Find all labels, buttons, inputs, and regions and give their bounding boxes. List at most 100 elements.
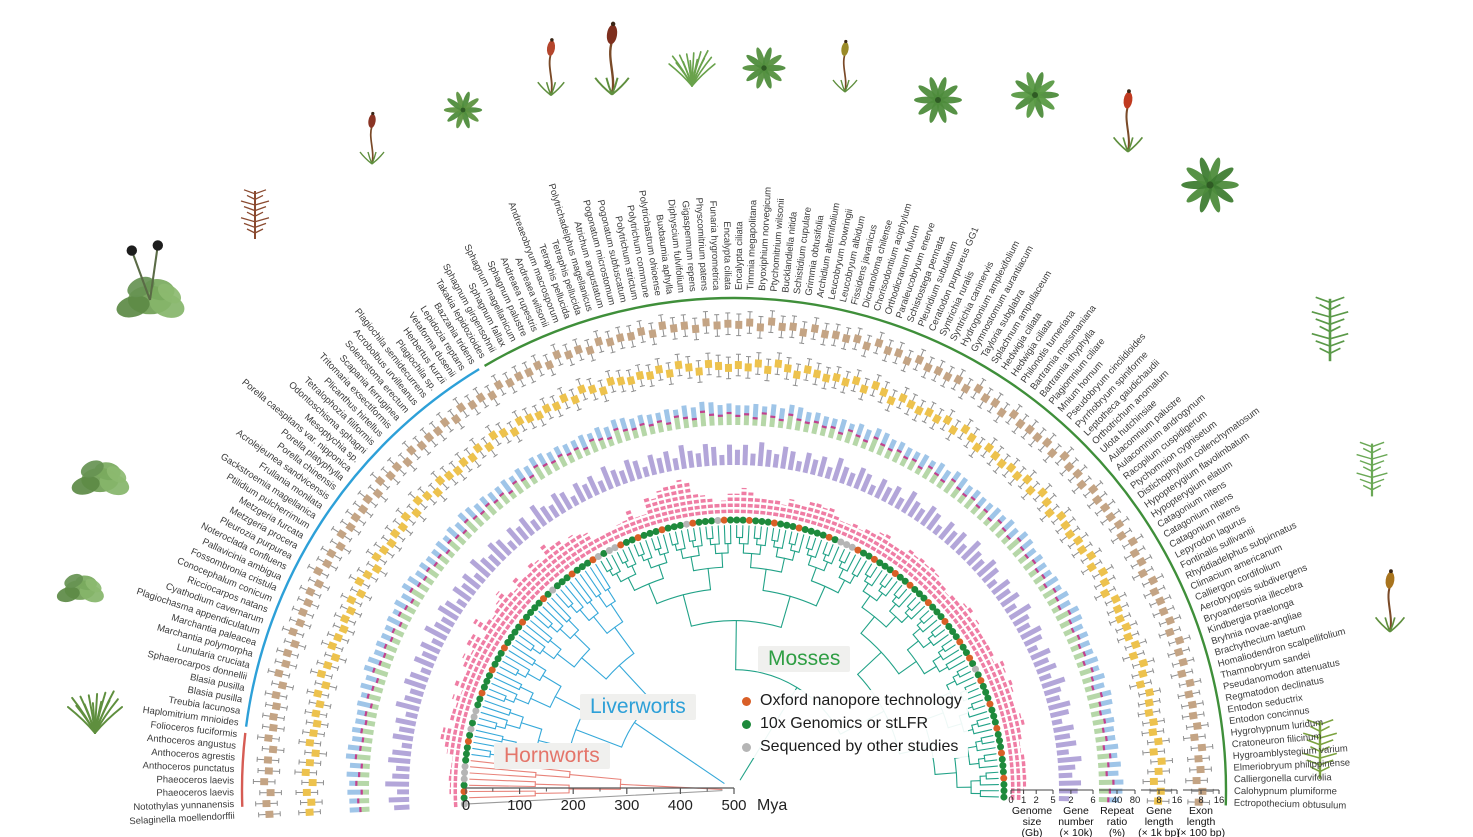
tip-dot: [695, 518, 703, 526]
tip-dot: [472, 707, 480, 715]
ring-box-cap-gene-length: [939, 427, 945, 432]
ring-bar-gene-number: [971, 558, 985, 572]
ring-bar-repeat-ratio-blue: [523, 465, 534, 479]
tree-branch: [534, 792, 570, 795]
ring-box-cap-gene-length: [803, 379, 809, 382]
ring-box-exon-length: [1184, 690, 1194, 699]
ring-box-cap-gene-length: [412, 521, 417, 526]
ring-box-cap-exon-length: [387, 457, 392, 462]
ring-box-cap-gene-length: [921, 420, 927, 424]
ring-box-cap-exon-length: [630, 345, 637, 348]
ring-box-cap-exon-length: [1121, 544, 1126, 550]
ring-box-cap-gene-length: [1076, 525, 1081, 531]
tree-branch: [862, 582, 869, 592]
ring-box-gene-length: [432, 487, 443, 498]
tree-branch: [879, 573, 888, 585]
ring-bar-genome-size: [810, 501, 823, 526]
ring-box-cap-exon-length: [846, 326, 852, 330]
ring-box-cap-exon-length: [912, 368, 918, 372]
ring-bar-genome-size: [507, 591, 527, 610]
ring-bar-repeat-ratio-blue: [1020, 538, 1034, 551]
tree-branch: [509, 712, 524, 718]
ring-box-cap-exon-length: [374, 503, 379, 509]
ring-box-cap-exon-length: [1202, 700, 1204, 706]
ring-bar-gene-number: [550, 492, 567, 515]
ring-bar-repeat-ratio-blue: [1103, 743, 1119, 751]
ring-bar-repeat-ratio-blue: [425, 555, 438, 567]
ring-box-cap-exon-length: [1100, 521, 1104, 526]
ring-bar-repeat-ratio-marker: [896, 449, 902, 454]
ring-box-exon-length: [350, 512, 361, 523]
ring-bar-genome-size: [1009, 760, 1027, 768]
tip-dot: [993, 724, 1001, 732]
ring-bar-repeat-ratio-marker: [837, 431, 844, 436]
ring-box-exon-length: [1041, 437, 1053, 448]
ring-box-gene-length: [1128, 651, 1139, 661]
ring-box-cap-exon-length: [307, 576, 311, 582]
tree-branch: [721, 552, 724, 568]
ring-bar-repeat-ratio-blue: [347, 744, 361, 751]
tree-branch: [948, 660, 966, 671]
ring-bar-repeat-ratio-blue: [699, 401, 706, 413]
ring-box-cap-gene-length: [1035, 480, 1041, 485]
tree-branch: [823, 554, 827, 561]
ring-box-cap-gene-length: [931, 401, 937, 405]
ring-box-cap-exon-length: [961, 368, 966, 372]
ring-bar-repeat-ratio-marker: [463, 518, 469, 524]
ring-scale-title: length: [1145, 816, 1174, 828]
frond-branch: [1306, 739, 1321, 746]
ring-scale-title: Gene: [1063, 805, 1089, 817]
ring-box-cap-exon-length: [550, 343, 556, 347]
ring-bar-repeat-ratio-blue: [1091, 672, 1106, 682]
ring-bar-gene-number: [913, 507, 926, 522]
ring-bar-repeat-ratio-marker: [511, 480, 518, 485]
ring-bar-repeat-ratio-green: [434, 562, 445, 572]
ring-box-cap-gene-length: [1158, 708, 1161, 714]
ring-bar-genome-size: [944, 599, 961, 615]
ring-bar-gene-number: [623, 459, 636, 482]
ring-box-gene-length: [541, 403, 552, 414]
ring-box-cap-gene-length: [549, 394, 555, 398]
ring-box-cap-gene-length: [493, 453, 498, 458]
ring-box-cap-exon-length: [460, 425, 465, 430]
legend-item-10x: 10x Genomics or stLFR: [742, 715, 962, 733]
ring-bar-repeat-ratio-marker: [479, 510, 486, 516]
tip-dot: [664, 524, 672, 532]
ring-box-cap-gene-length: [826, 366, 832, 369]
ring-box-cap-gene-length: [558, 414, 564, 418]
frond-branch: [1319, 766, 1330, 773]
ring-box-cap-gene-length: [1152, 657, 1155, 663]
frond-branch: [254, 217, 270, 223]
ring-box-cap-gene-length: [1131, 663, 1135, 669]
tree-branch: [533, 662, 547, 671]
ring-box-cap-exon-length: [288, 616, 292, 622]
ring-box-gene-length: [1055, 510, 1067, 522]
ring-bar-genome-size: [940, 594, 957, 610]
ring-box-cap-exon-length: [330, 525, 335, 531]
clade-arc-mosses: [483, 296, 1228, 806]
ring-box-cap-gene-length: [1006, 453, 1011, 458]
ring-box-exon-length: [1063, 461, 1075, 473]
ring-bar-repeat-ratio-marker: [422, 575, 428, 581]
tree-branch: [980, 735, 994, 739]
rosette-leaf: [762, 54, 782, 70]
ring-bar-gene-number: [900, 490, 918, 514]
ring-bar-repeat-ratio-marker: [911, 458, 918, 463]
tip-dot: [962, 649, 970, 657]
ring-box-gene-length: [1099, 577, 1110, 588]
ring-bar-genome-size: [922, 572, 940, 591]
ring-box-gene-length: [616, 376, 626, 386]
tree-branch: [922, 641, 932, 649]
tip-dot: [865, 552, 873, 560]
ring-box-cap-gene-length: [605, 369, 611, 373]
ring-box-cap-gene-length: [323, 732, 326, 738]
tree-branch: [633, 544, 640, 557]
ring-bar-gene-number: [1026, 644, 1039, 654]
tip-dot: [982, 688, 990, 696]
frond-branch: [1319, 752, 1338, 759]
ring-bar-genome-size: [492, 606, 515, 625]
ring-box-exon-length: [475, 392, 486, 403]
ring-bar-gene-number: [955, 543, 968, 556]
frond-branch: [254, 222, 267, 229]
ring-scale-title: Genome: [1012, 805, 1052, 817]
